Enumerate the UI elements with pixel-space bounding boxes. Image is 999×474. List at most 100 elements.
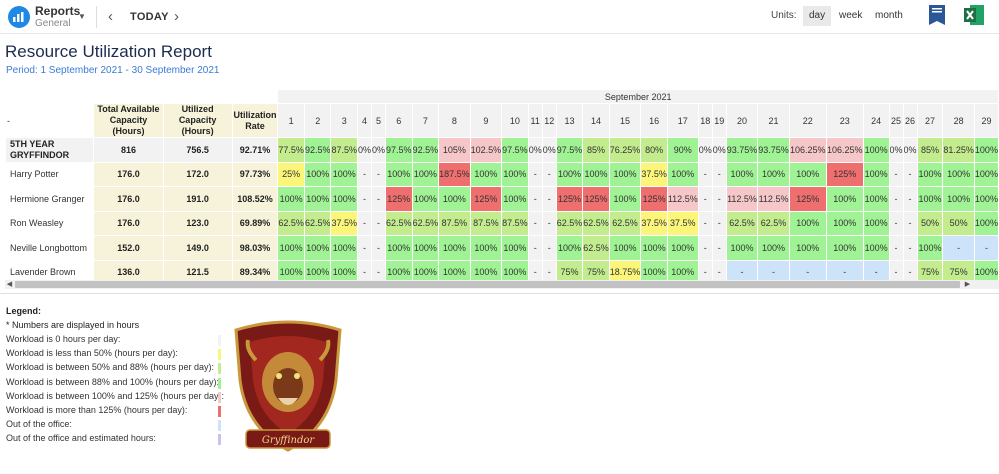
day-cell[interactable]: 0% xyxy=(371,137,387,163)
day-cell[interactable]: 37.5% xyxy=(640,210,668,236)
chevron-right-icon[interactable]: › xyxy=(174,8,179,25)
day-cell[interactable]: 100% xyxy=(916,186,944,212)
day-cell[interactable]: 100% xyxy=(942,161,975,187)
day-cell[interactable]: 100% xyxy=(411,235,440,261)
day-cell[interactable]: 100% xyxy=(438,186,471,212)
day-cell[interactable]: 0% xyxy=(356,137,373,163)
day-cell[interactable]: 100% xyxy=(501,235,529,261)
day-cell[interactable]: 112.5% xyxy=(725,186,759,212)
day-cell[interactable]: - xyxy=(711,235,727,261)
day-cell[interactable]: 112.5% xyxy=(666,186,699,212)
day-cell[interactable]: 125% xyxy=(385,186,413,212)
day-cell[interactable]: - xyxy=(541,186,557,212)
day-cell[interactable]: 100% xyxy=(825,210,864,236)
day-cell[interactable]: 100% xyxy=(825,235,864,261)
day-cell[interactable]: 125% xyxy=(555,186,584,212)
unit-month-button[interactable]: month xyxy=(875,10,903,21)
day-cell[interactable]: 100% xyxy=(916,235,944,261)
day-cell[interactable]: - xyxy=(888,259,904,285)
day-cell[interactable]: 62.5% xyxy=(582,235,610,261)
resource-name[interactable]: Ron Weasley xyxy=(4,210,95,236)
unit-day-button[interactable]: day xyxy=(803,6,832,26)
day-cell[interactable]: 100% xyxy=(757,235,790,261)
day-cell[interactable]: 100% xyxy=(788,210,827,236)
day-cell[interactable]: 100% xyxy=(555,235,584,261)
day-cell[interactable]: 100% xyxy=(725,161,759,187)
day-cell[interactable]: - xyxy=(711,161,727,187)
day-cell[interactable]: 100% xyxy=(862,210,890,236)
day-cell[interactable]: 100% xyxy=(303,161,332,187)
day-cell[interactable]: - xyxy=(541,210,557,236)
day-cell[interactable]: 76.25% xyxy=(608,137,642,163)
day-cell[interactable]: - xyxy=(888,235,904,261)
day-cell[interactable]: 100% xyxy=(385,235,413,261)
day-cell[interactable]: - xyxy=(527,186,543,212)
day-cell[interactable]: 90% xyxy=(666,137,699,163)
day-cell[interactable]: 100% xyxy=(330,161,358,187)
scroll-left-icon[interactable]: ◀ xyxy=(6,281,13,288)
day-cell[interactable]: 125% xyxy=(582,186,610,212)
day-cell[interactable]: 100% xyxy=(277,235,305,261)
day-cell[interactable]: 125% xyxy=(640,186,668,212)
day-cell[interactable]: 100% xyxy=(469,235,503,261)
day-cell[interactable]: 100% xyxy=(666,235,699,261)
scroll-right-icon[interactable]: ▶ xyxy=(964,281,971,288)
day-cell[interactable]: 0% xyxy=(711,137,727,163)
day-cell[interactable]: 85% xyxy=(582,137,610,163)
day-cell[interactable]: 0% xyxy=(541,137,557,163)
day-cell[interactable]: - xyxy=(888,161,904,187)
day-cell[interactable]: - xyxy=(356,161,373,187)
day-cell[interactable]: 50% xyxy=(916,210,944,236)
day-cell[interactable]: 50% xyxy=(942,210,975,236)
day-cell[interactable]: 100% xyxy=(788,161,827,187)
day-cell[interactable]: 37.5% xyxy=(640,161,668,187)
day-cell[interactable]: 100% xyxy=(608,161,642,187)
unit-week-button[interactable]: week xyxy=(839,10,863,21)
day-cell[interactable]: 112.5% xyxy=(757,186,790,212)
day-cell[interactable]: - xyxy=(973,235,999,261)
day-cell[interactable]: 87.5% xyxy=(501,210,529,236)
day-cell[interactable]: 0% xyxy=(697,137,713,163)
day-cell[interactable]: 100% xyxy=(501,186,529,212)
day-cell[interactable]: - xyxy=(527,210,543,236)
day-cell[interactable]: - xyxy=(711,210,727,236)
day-cell[interactable]: 100% xyxy=(277,186,305,212)
day-cell[interactable]: 100% xyxy=(411,186,440,212)
day-cell[interactable]: - xyxy=(527,235,543,261)
day-cell[interactable]: - xyxy=(541,235,557,261)
day-cell[interactable]: 100% xyxy=(942,186,975,212)
resource-name[interactable]: Harry Potter xyxy=(4,161,95,187)
day-cell[interactable]: 25% xyxy=(277,161,305,187)
day-cell[interactable]: 100% xyxy=(973,186,999,212)
day-cell[interactable]: 62.5% xyxy=(725,210,759,236)
day-cell[interactable]: 85% xyxy=(916,137,944,163)
resource-name[interactable]: Neville Longbottom xyxy=(4,235,95,261)
horizontal-scrollbar[interactable]: ◀ ▶ xyxy=(5,280,999,289)
day-cell[interactable]: 100% xyxy=(640,235,668,261)
day-cell[interactable]: - xyxy=(697,186,713,212)
day-cell[interactable]: 0% xyxy=(527,137,543,163)
day-cell[interactable]: 100% xyxy=(555,161,584,187)
day-cell[interactable]: 62.5% xyxy=(303,210,332,236)
day-cell[interactable]: 100% xyxy=(916,161,944,187)
day-cell[interactable]: 100% xyxy=(862,161,890,187)
day-cell[interactable]: - xyxy=(527,161,543,187)
day-cell[interactable]: 100% xyxy=(330,235,358,261)
day-cell[interactable]: - xyxy=(697,161,713,187)
day-cell[interactable]: 100% xyxy=(862,137,890,163)
day-cell[interactable]: 0% xyxy=(888,137,904,163)
day-cell[interactable]: 97.5% xyxy=(555,137,584,163)
day-cell[interactable]: 125% xyxy=(469,186,503,212)
day-cell[interactable]: 92.5% xyxy=(411,137,440,163)
day-cell[interactable]: 100% xyxy=(973,137,999,163)
day-cell[interactable]: 105% xyxy=(438,137,471,163)
day-cell[interactable]: 62.5% xyxy=(411,210,440,236)
day-cell[interactable]: - xyxy=(356,210,373,236)
day-cell[interactable]: - xyxy=(711,259,727,285)
day-cell[interactable]: - xyxy=(902,235,918,261)
day-cell[interactable]: 100% xyxy=(385,161,413,187)
reports-app-icon[interactable] xyxy=(8,6,30,28)
day-cell[interactable]: 125% xyxy=(788,186,827,212)
day-cell[interactable]: 100% xyxy=(608,186,642,212)
day-cell[interactable]: - xyxy=(888,186,904,212)
